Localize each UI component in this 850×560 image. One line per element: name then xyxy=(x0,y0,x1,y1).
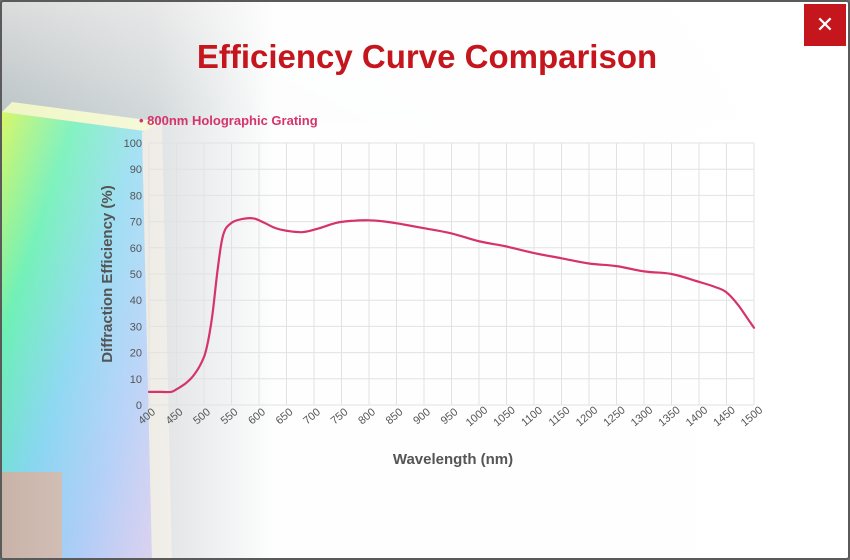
x-tick-label: 550 xyxy=(219,406,241,427)
x-tick-label: 900 xyxy=(411,406,433,427)
x-tick-label: 1100 xyxy=(519,405,545,429)
y-tick-label: 90 xyxy=(130,164,142,176)
x-tick-label: 700 xyxy=(301,406,323,427)
x-tick-label: 1150 xyxy=(547,405,573,429)
x-tick-label: 850 xyxy=(384,406,406,427)
x-tick-label: 600 xyxy=(246,406,268,427)
y-tick-label: 60 xyxy=(130,243,142,255)
y-tick-label: 20 xyxy=(130,348,142,360)
x-axis-ticks: 400 450 500 550 600 650 700 750 800 850 900 950 1000… xyxy=(136,404,765,429)
close-icon: ✕ xyxy=(815,12,835,37)
chart-grid xyxy=(148,142,755,406)
y-tick-label: 70 xyxy=(130,217,142,229)
x-tick-label: 1400 xyxy=(684,404,710,429)
y-axis-label: Diffraction Efficiency (%) xyxy=(99,185,116,363)
y-tick-label: 40 xyxy=(130,295,142,307)
y-tick-label: 100 xyxy=(124,138,142,150)
y-tick-label: 50 xyxy=(130,269,142,281)
x-tick-label: 1300 xyxy=(629,404,655,429)
x-tick-label: 1450 xyxy=(711,404,737,429)
y-tick-label: 30 xyxy=(130,321,142,333)
legend-item-label: • 800nm Holographic Grating xyxy=(139,113,318,128)
x-tick-label: 1500 xyxy=(739,404,765,429)
legend: • 800nm Holographic Grating xyxy=(139,113,318,128)
x-tick-label: 1050 xyxy=(491,404,517,429)
series-line xyxy=(147,216,756,394)
series-layer xyxy=(147,216,756,394)
close-button[interactable]: ✕ xyxy=(804,4,846,46)
x-tick-label: 500 xyxy=(191,406,213,427)
y-tick-label: 80 xyxy=(130,190,142,202)
x-tick-label: 450 xyxy=(164,406,186,427)
x-tick-label: 750 xyxy=(329,406,351,427)
chart-title: Efficiency Curve Comparison xyxy=(196,38,658,75)
y-axis-ticks: 0 10 20 30 40 50 60 70 80 90 100 xyxy=(124,138,142,412)
x-tick-label: 1200 xyxy=(574,404,600,429)
x-tick-label: 1350 xyxy=(656,404,682,429)
x-tick-label: 1250 xyxy=(601,404,627,429)
x-axis-label: Wavelength (nm) xyxy=(393,451,513,468)
x-tick-label: 800 xyxy=(356,406,378,427)
y-tick-label: 10 xyxy=(130,374,142,386)
x-tick-label: 950 xyxy=(439,406,461,427)
y-tick-label: 0 xyxy=(136,400,142,412)
x-tick-label: 1000 xyxy=(464,404,490,429)
x-tick-label: 650 xyxy=(274,406,296,427)
